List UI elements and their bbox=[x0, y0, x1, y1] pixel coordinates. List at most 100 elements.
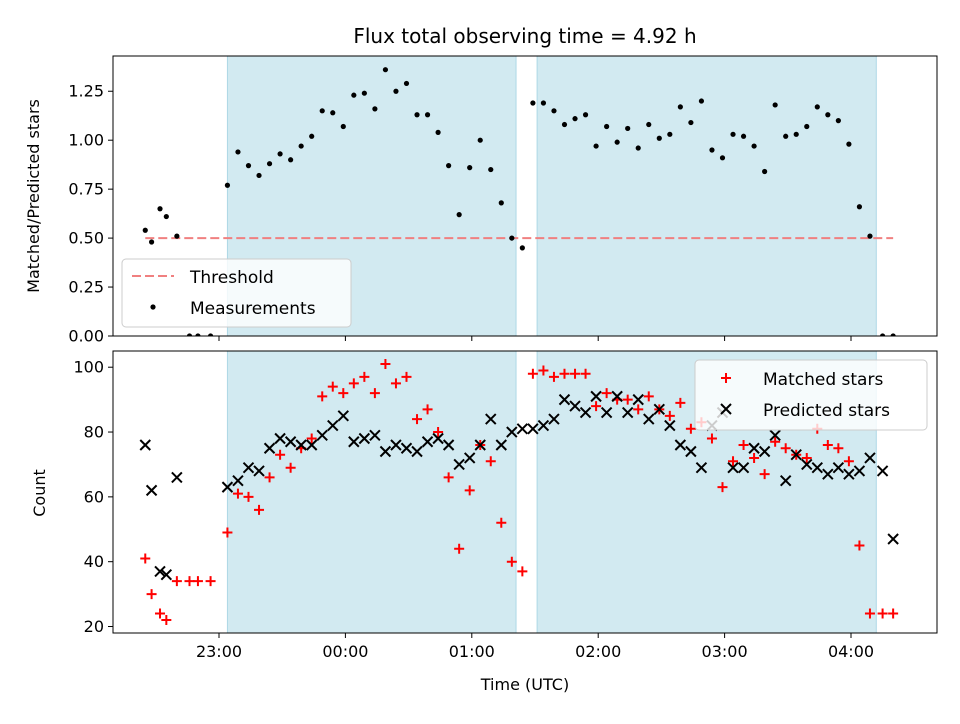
data-point-matched bbox=[369, 388, 380, 399]
legend-label-threshold: Threshold bbox=[189, 268, 274, 288]
data-point-matched bbox=[622, 394, 633, 405]
data-point-predicted bbox=[274, 432, 286, 445]
data-point bbox=[783, 133, 789, 139]
data-point bbox=[856, 204, 863, 210]
data-point bbox=[207, 333, 214, 336]
data-point-matched bbox=[843, 456, 854, 467]
data-point-matched bbox=[146, 589, 157, 600]
data-point bbox=[157, 206, 163, 212]
data-point-matched bbox=[184, 576, 195, 587]
data-point bbox=[846, 141, 852, 147]
data-point-predicted bbox=[558, 393, 571, 406]
data-point-matched bbox=[327, 381, 338, 392]
data-point-matched bbox=[140, 553, 151, 564]
data-point bbox=[372, 106, 378, 112]
data-point-matched bbox=[464, 485, 475, 496]
legend-label-predicted: Predicted stars bbox=[763, 401, 890, 421]
data-point bbox=[519, 245, 525, 251]
data-point-matched bbox=[527, 368, 538, 379]
data-point-matched bbox=[864, 608, 875, 619]
data-point-predicted bbox=[145, 484, 158, 497]
panel-ratio: 0.00 0.25 0.50 0.75 1.00 1.25 Threshold Measure… bbox=[68, 55, 938, 346]
data-point-predicted bbox=[327, 419, 339, 432]
data-point-matched bbox=[232, 488, 243, 499]
data-point bbox=[163, 213, 169, 220]
legend: Threshold Measurements bbox=[121, 258, 352, 328]
data-point-predicted bbox=[358, 432, 371, 445]
data-point-predicted bbox=[432, 432, 444, 445]
data-point-matched bbox=[222, 527, 233, 538]
data-point bbox=[814, 104, 820, 110]
data-point-predicted bbox=[369, 429, 381, 441]
data-point-predicted bbox=[843, 468, 855, 480]
data-point-matched bbox=[205, 576, 216, 587]
data-point-matched bbox=[759, 469, 770, 480]
data-point-matched bbox=[264, 472, 275, 483]
data-point-matched bbox=[317, 391, 328, 402]
data-point bbox=[195, 333, 201, 336]
y-axis-label-ratio: Matched/Predicted stars bbox=[24, 99, 43, 293]
data-point bbox=[309, 133, 315, 139]
data-point bbox=[709, 147, 715, 153]
data-point-predicted bbox=[527, 423, 539, 435]
data-point bbox=[186, 333, 193, 336]
data-point-matched bbox=[506, 556, 517, 567]
data-point-matched bbox=[496, 517, 507, 528]
data-point-predicted bbox=[379, 445, 392, 458]
data-point bbox=[509, 235, 515, 241]
data-point-matched bbox=[833, 443, 844, 454]
data-point-matched bbox=[359, 371, 370, 382]
legend-label-matched: Matched stars bbox=[763, 370, 883, 390]
data-point bbox=[656, 135, 662, 141]
data-point bbox=[880, 333, 886, 336]
data-point-matched bbox=[643, 391, 654, 402]
data-point bbox=[677, 104, 683, 110]
data-point bbox=[772, 102, 778, 108]
data-point-matched bbox=[155, 608, 166, 619]
data-point-predicted bbox=[748, 442, 760, 454]
data-point-predicted bbox=[853, 465, 866, 477]
data-point-predicted bbox=[463, 452, 476, 464]
y-tick-label: 60 bbox=[84, 487, 104, 506]
data-point bbox=[719, 155, 726, 161]
data-point bbox=[298, 143, 304, 149]
data-point-predicted bbox=[506, 426, 518, 438]
data-point bbox=[793, 131, 799, 137]
chart-title: Flux total observing time = 4.92 h bbox=[353, 24, 696, 48]
y-tick-label: 0.50 bbox=[68, 229, 104, 248]
data-point-predicted bbox=[864, 452, 876, 464]
data-point bbox=[330, 110, 336, 116]
data-point-predicted bbox=[537, 419, 550, 432]
x-tick-label: 23:00 bbox=[196, 642, 242, 661]
axes-frame bbox=[112, 350, 938, 634]
data-point bbox=[804, 123, 810, 130]
data-point bbox=[446, 163, 452, 169]
data-point-predicted bbox=[171, 471, 183, 484]
data-point-predicted bbox=[643, 413, 655, 425]
data-point-matched bbox=[548, 371, 559, 382]
data-point bbox=[688, 119, 694, 126]
data-point bbox=[604, 123, 610, 130]
data-point-predicted bbox=[600, 406, 613, 419]
data-point bbox=[319, 108, 325, 114]
data-point-matched bbox=[243, 491, 254, 502]
data-point-matched bbox=[422, 404, 433, 415]
data-point-matched bbox=[675, 397, 686, 408]
legend-box bbox=[121, 258, 352, 328]
data-point-matched bbox=[770, 436, 781, 447]
data-point-predicted bbox=[695, 461, 708, 474]
data-point bbox=[582, 112, 589, 118]
x-tick-label: 04:00 bbox=[828, 642, 874, 661]
data-point bbox=[224, 182, 231, 188]
data-point bbox=[635, 145, 641, 151]
data-point-predicted bbox=[421, 436, 434, 448]
data-point-matched bbox=[633, 404, 644, 415]
axes-frame bbox=[112, 55, 938, 337]
data-point-matched bbox=[192, 576, 203, 587]
data-point bbox=[414, 112, 420, 118]
data-point-predicted bbox=[474, 439, 486, 451]
legend: Matched stars Predicted stars bbox=[694, 359, 928, 431]
data-point bbox=[561, 121, 568, 128]
y-tick-label: 0.75 bbox=[68, 180, 104, 199]
y-tick-label: 80 bbox=[84, 423, 104, 442]
